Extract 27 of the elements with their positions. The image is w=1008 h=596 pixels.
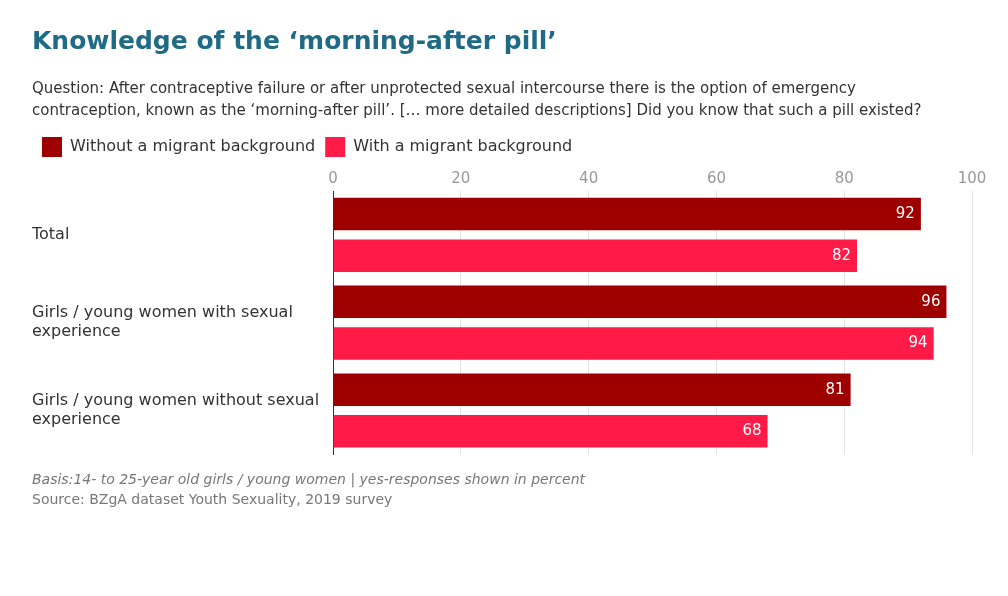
bar [333, 239, 857, 273]
bar [333, 285, 947, 319]
x-tick-label: 100 [957, 168, 987, 187]
legend-label: With a migrant background [353, 136, 573, 156]
x-tick-label: 40 [579, 168, 599, 187]
y-tick-label: Total [31, 224, 70, 244]
y-tick-label: Girls / young women with sexual experience [32, 302, 293, 341]
y-tick-label: Girls / young women without sexual experience [32, 390, 320, 429]
x-tick-label: 0 [328, 168, 338, 187]
data-label: 68 [742, 421, 762, 440]
data-label: 92 [895, 203, 915, 222]
data-label: 82 [831, 245, 851, 264]
x-tick-label: 80 [834, 168, 854, 187]
bar [333, 197, 921, 231]
x-tick-label: 60 [706, 168, 726, 187]
legend-label: Without a migrant background [70, 136, 316, 156]
source-note: Source: BZgA dataset Youth Sexuality, 2019 survey [32, 491, 394, 507]
bar [333, 415, 768, 448]
data-label: 94 [908, 333, 928, 352]
bar [333, 327, 934, 360]
x-tick-label: 20 [451, 168, 471, 187]
text: Basis:14- to 25-year old girls / young women | yes-responses shown in percent [32, 471, 587, 487]
chart-subtitle: Question: After contraceptive failure or after unprotected sexual intercourse there is the option of emergency contraception, known as the ‘morning-after pill’. [… more detailed descriptions] Did you know that such a pill existed? [32, 78, 923, 121]
data-label: 81 [825, 379, 845, 398]
chart-title: Knowledge of the ‘morning-after pill’ [32, 26, 558, 55]
data-label: 96 [921, 291, 941, 310]
bar [333, 373, 851, 406]
